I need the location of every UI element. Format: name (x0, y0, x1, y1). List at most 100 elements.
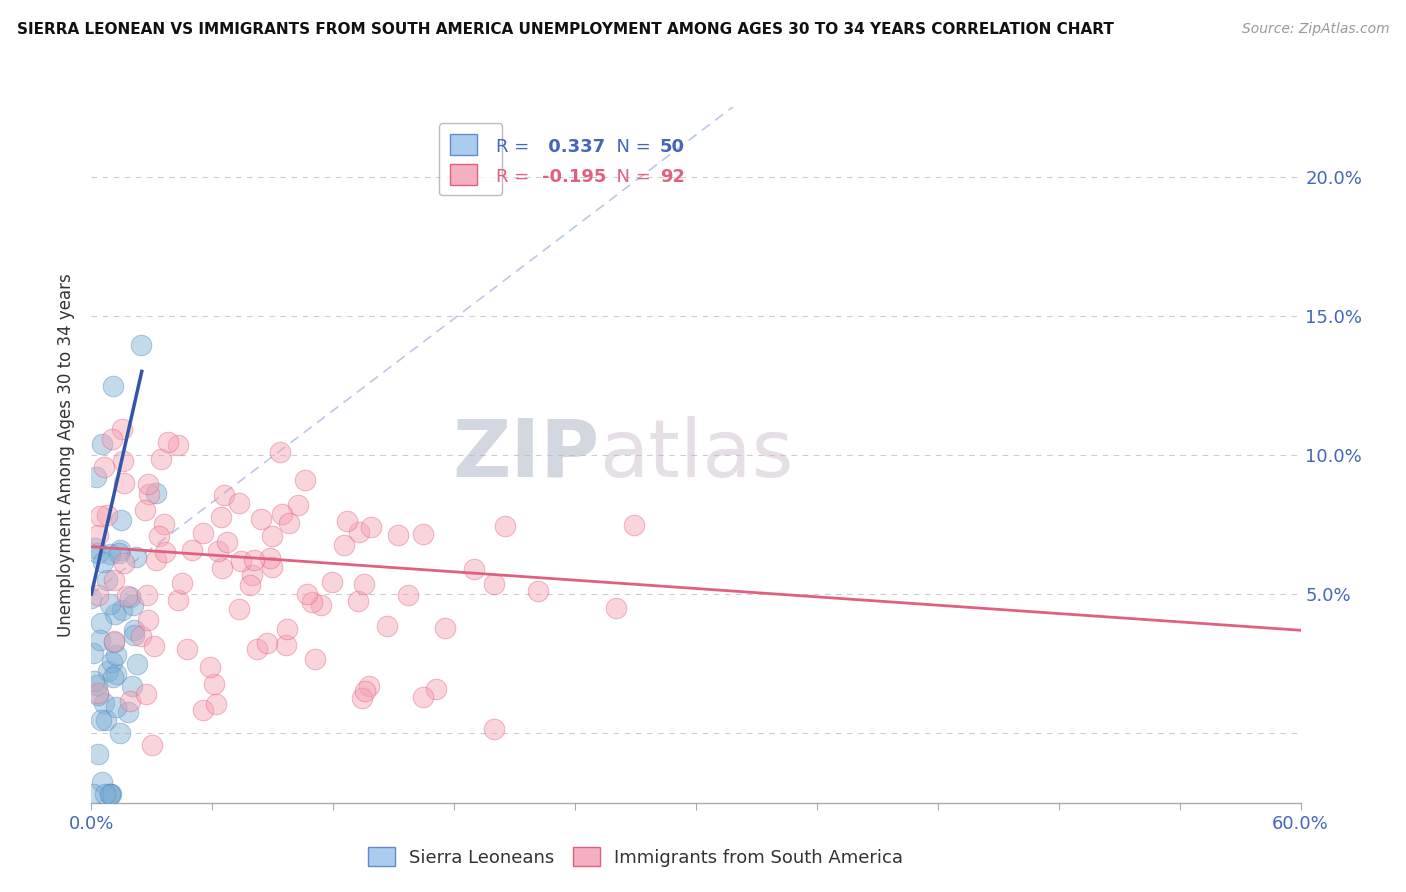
Point (243, 553, 266, 567)
Point (104, 607, 127, 622)
Point (136, 613, 159, 627)
Point (90, 714, 112, 728)
Point (83, 674, 105, 689)
Point (167, 438, 190, 452)
Point (87, 686, 110, 700)
Point (256, 635, 278, 649)
Text: SIERRA LEONEAN VS IMMIGRANTS FROM SOUTH AMERICA UNEMPLOYMENT AMONG AGES 30 TO 34: SIERRA LEONEAN VS IMMIGRANTS FROM SOUTH … (17, 22, 1114, 37)
Point (96, 573, 118, 587)
Point (176, 641, 198, 656)
Point (463, 562, 485, 576)
Text: N =: N = (606, 138, 657, 156)
Point (274, 638, 297, 652)
Point (262, 529, 284, 543)
Point (396, 589, 419, 603)
Point (259, 551, 281, 566)
Point (93, 696, 115, 710)
Point (149, 452, 172, 467)
Point (125, 549, 148, 564)
Text: R =: R = (496, 138, 536, 156)
Point (86, 747, 108, 762)
Point (82, 646, 104, 660)
Point (122, 628, 145, 642)
Point (112, 556, 135, 570)
Point (336, 514, 359, 528)
Point (200, 660, 222, 674)
Point (494, 519, 516, 533)
Point (141, 739, 163, 753)
Point (121, 598, 143, 612)
Point (86, 677, 108, 691)
Point (276, 623, 298, 637)
Point (357, 679, 380, 693)
Point (360, 520, 382, 534)
Point (129, 629, 152, 643)
Point (91, 774, 114, 789)
Text: N =: N = (606, 168, 657, 186)
Point (121, 680, 143, 694)
Point (90, 615, 112, 630)
Point (87, 688, 110, 702)
Point (104, 648, 127, 662)
Point (166, 593, 188, 607)
Point (623, 518, 645, 533)
Point (321, 575, 343, 590)
Point (103, 634, 125, 648)
Point (135, 589, 157, 603)
Point (311, 599, 333, 613)
Point (145, 485, 167, 500)
Point (111, 421, 134, 435)
Point (87, 528, 110, 542)
Point (353, 576, 375, 591)
Legend: Sierra Leoneans, Immigrants from South America: Sierra Leoneans, Immigrants from South A… (360, 840, 911, 874)
Point (148, 529, 170, 543)
Point (103, 573, 125, 587)
Text: 50: 50 (659, 138, 685, 156)
Point (96, 508, 118, 523)
Point (211, 560, 233, 574)
Point (301, 595, 323, 609)
Point (271, 508, 294, 522)
Text: -0.195: -0.195 (543, 168, 607, 186)
Point (157, 434, 180, 449)
Point (87, 546, 110, 560)
Point (134, 687, 156, 701)
Text: 92: 92 (659, 168, 685, 186)
Point (347, 525, 370, 540)
Point (91, 437, 114, 451)
Point (108, 547, 131, 561)
Point (103, 634, 125, 648)
Point (127, 657, 149, 672)
Point (112, 454, 135, 468)
Point (86, 470, 108, 484)
Text: 0.337: 0.337 (543, 138, 606, 156)
Point (80, 591, 103, 606)
Point (105, 667, 128, 681)
Point (100, 788, 122, 802)
Point (229, 554, 252, 568)
Point (91, 555, 114, 569)
Point (269, 445, 291, 459)
Point (100, 597, 122, 611)
Point (96, 713, 118, 727)
Point (134, 503, 156, 517)
Y-axis label: Unemployment Among Ages 30 to 34 years: Unemployment Among Ages 30 to 34 years (58, 273, 76, 637)
Point (138, 487, 160, 501)
Point (110, 513, 132, 527)
Point (83, 541, 105, 555)
Point (246, 642, 269, 657)
Point (120, 591, 142, 605)
Point (145, 553, 167, 567)
Point (101, 379, 124, 393)
Point (526, 584, 548, 599)
Point (129, 338, 152, 352)
Point (98, 788, 121, 802)
Point (120, 694, 142, 708)
Point (425, 681, 447, 696)
Point (239, 578, 262, 592)
Point (433, 621, 456, 635)
Point (98, 547, 121, 561)
Point (262, 560, 284, 574)
Point (387, 528, 409, 542)
Point (98, 788, 121, 802)
